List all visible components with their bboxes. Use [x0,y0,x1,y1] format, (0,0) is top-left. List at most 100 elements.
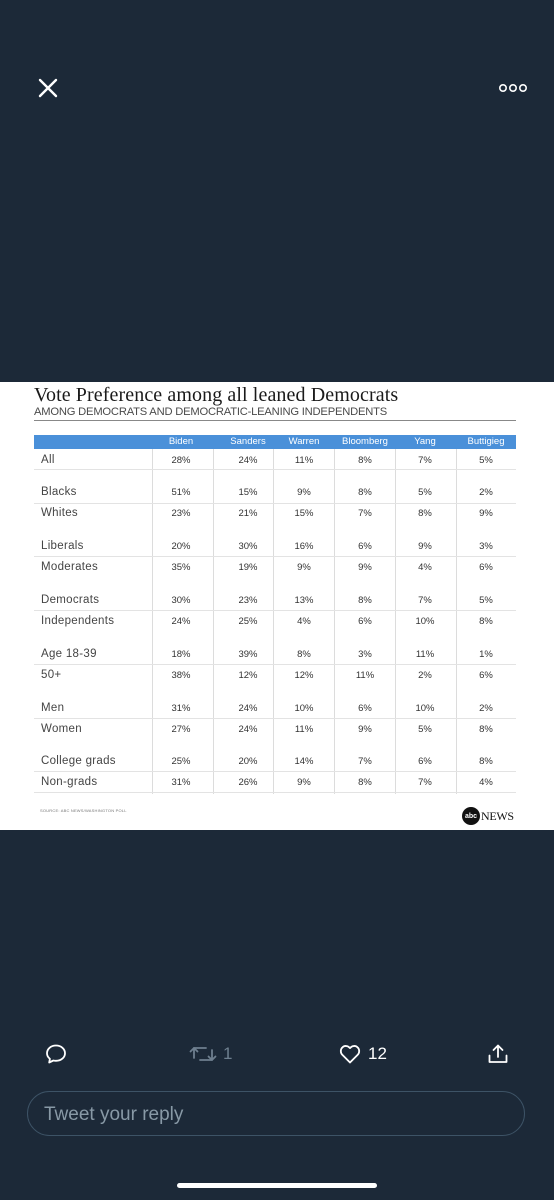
table-cell: 9% [297,562,311,573]
row-label: All [41,454,55,466]
table-row-divider [34,469,516,470]
row-label: Men [41,702,65,714]
home-indicator [177,1183,377,1188]
reply-input[interactable]: Tweet your reply [27,1091,525,1136]
table-cell: 30% [238,541,258,552]
tweet-media-image[interactable]: Vote Preference among all leaned Democra… [0,382,554,830]
row-label: College grads [41,755,116,767]
table-cell: 25% [171,756,191,767]
table-cell: 24% [171,616,191,627]
close-icon [38,78,58,98]
row-label: 50+ [41,669,62,681]
table-cell: 35% [171,562,191,573]
row-label: Moderates [41,561,99,573]
table-cell: 28% [171,455,191,466]
table-row-divider [34,610,516,611]
table-cell: 9% [479,508,493,519]
chart-title: Vote Preference among all leaned Democra… [34,384,399,406]
table-cell: 31% [171,703,191,714]
chart-subtitle: AMONG DEMOCRATS AND DEMOCRATIC-LEANING I… [34,406,388,418]
table-cell: 9% [358,562,372,573]
abc-logo-circle: abc [462,807,480,825]
table-cell: 9% [297,487,311,498]
table-cell: 11% [294,455,314,466]
like-count: 12 [368,1044,387,1063]
source-note: SOURCE: ABC NEWS/WASHINGTON POLL [40,808,127,813]
table-cell: 8% [479,616,493,627]
reply-icon [46,1044,66,1064]
table-cell: 26% [238,777,258,788]
table-cell: 7% [418,595,432,606]
table-row-divider [34,556,516,557]
table-row-divider [34,503,516,504]
table-cell: 8% [479,756,493,767]
table-cell: 4% [418,562,432,573]
table-cell: 24% [238,455,258,466]
table-cell: 8% [479,724,493,735]
row-label: Whites [41,507,78,519]
table-cell: 9% [297,777,311,788]
table-cell: 3% [358,649,372,660]
table-cell: 21% [238,508,258,519]
table-cell: 3% [479,541,493,552]
table-cell: 23% [171,508,191,519]
table-cell: 10% [294,703,314,714]
table-cell: 39% [238,649,258,660]
table-cell: 16% [294,541,314,552]
table-row-divider [34,792,516,793]
table-cell: 6% [479,562,493,573]
table-cell: 11% [294,724,314,735]
table-cell: 6% [358,541,372,552]
table-cell: 8% [358,487,372,498]
table-cell: 6% [358,703,372,714]
table-cell: 1% [479,649,493,660]
table-cell: 10% [415,616,435,627]
table-cell: 6% [418,756,432,767]
table-cell: 31% [171,777,191,788]
row-label: Blacks [41,486,77,498]
table-cell: 30% [171,595,191,606]
retweet-count: 1 [223,1044,233,1063]
table-cell: 14% [294,756,314,767]
table-cell: 24% [238,703,258,714]
more-options-button[interactable] [496,78,530,98]
abc-news-logo: abc NEWS [462,807,514,825]
table-cell: 38% [171,670,191,681]
row-label: Democrats [41,594,100,606]
table-cell: 8% [418,508,432,519]
row-label: Age 18-39 [41,648,97,660]
table-cell: 2% [479,703,493,714]
table-cell: 27% [171,724,191,735]
table-cell: 24% [238,724,258,735]
table-column-divider [456,449,457,794]
table-column-divider [395,449,396,794]
table-cell: 6% [358,616,372,627]
table-cell: 15% [294,508,314,519]
table-cell: 7% [358,508,372,519]
table-cell: 5% [479,595,493,606]
table-cell: 12% [294,670,314,681]
retweet-icon [189,1047,217,1061]
column-header: Buttigieg [467,436,505,447]
heart-icon [339,1045,361,1064]
table-cell: 7% [418,777,432,788]
like-button[interactable]: 12 [338,1040,387,1068]
table-column-divider [273,449,274,794]
table-cell: 4% [479,777,493,788]
close-button[interactable] [32,72,64,104]
table-cell: 8% [297,649,311,660]
column-header: Biden [168,436,194,447]
table-column-divider [213,449,214,794]
abc-logo-news: NEWS [481,808,514,823]
table-row-divider [34,718,516,719]
table-row-divider [34,771,516,772]
table-cell: 12% [238,670,258,681]
retweet-button[interactable]: 1 [189,1040,232,1068]
table-cell: 8% [358,595,372,606]
table-cell: 2% [418,670,432,681]
table-cell: 7% [358,756,372,767]
share-button[interactable] [486,1040,510,1068]
reply-button[interactable] [44,1040,68,1068]
row-label: Women [41,723,82,735]
row-label: Non-grads [41,776,98,788]
